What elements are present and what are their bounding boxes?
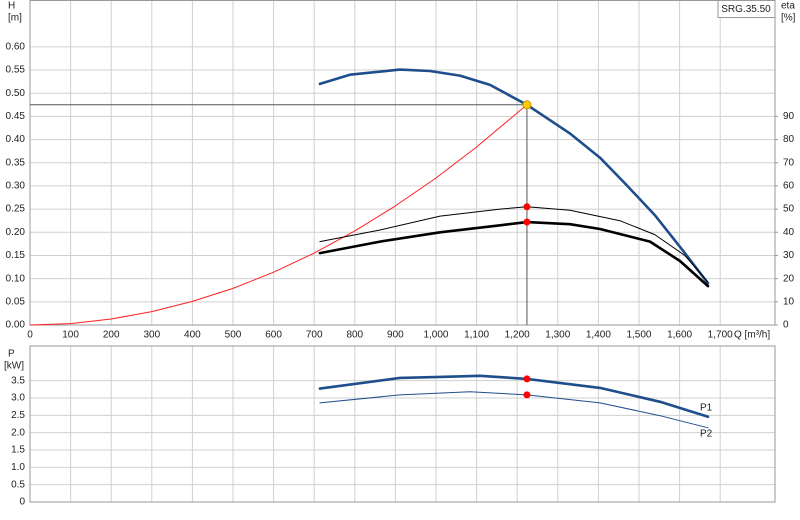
x-tick-label: 700 <box>306 330 323 341</box>
y-tick-label: 0.45 <box>6 111 26 122</box>
marker <box>523 375 531 383</box>
model-box <box>717 0 776 18</box>
y-tick-label: 3.5 <box>11 375 25 386</box>
y-tick-label: 0.60 <box>6 41 26 52</box>
y-tick-label: 2.5 <box>11 410 25 421</box>
eta-axis-unit: [%] <box>781 13 796 24</box>
x-tick-label: 1,600 <box>667 330 692 341</box>
x-tick-label: 1,700 <box>708 330 733 341</box>
p-axis-label: P <box>8 349 15 360</box>
plot-frame <box>29 0 776 326</box>
y-tick-label: 0.40 <box>6 134 26 145</box>
y2-tick-label: 60 <box>783 181 795 192</box>
series-label: P1 <box>700 402 713 413</box>
marker <box>523 391 531 399</box>
series-line <box>318 220 710 288</box>
y-tick-label: 1.0 <box>11 462 25 473</box>
y-tick-label: 0.05 <box>6 296 26 307</box>
y-tick-label: 0 <box>19 497 25 508</box>
model-label: SRG.35.50 <box>721 4 771 15</box>
x-tick-label: 1,300 <box>545 330 570 341</box>
x-tick-label: 1,000 <box>423 330 448 341</box>
h-axis-label: H <box>8 1 15 12</box>
x-tick-label: 1,400 <box>586 330 611 341</box>
series-line <box>319 206 709 283</box>
marker <box>523 203 531 211</box>
y2-tick-label: 0 <box>783 320 789 331</box>
x-tick-label: 600 <box>265 330 282 341</box>
x-tick-label: 800 <box>346 330 363 341</box>
y2-tick-label: 50 <box>783 204 795 215</box>
y-tick-label: 3.0 <box>11 393 25 404</box>
y2-tick-label: 20 <box>783 273 795 284</box>
y-tick-label: 0.00 <box>6 320 26 331</box>
q-axis-label: Q [m³/h] <box>734 330 770 341</box>
plot-frame <box>29 345 776 503</box>
y-tick-label: 0.55 <box>6 65 26 76</box>
y-tick-label: 0.25 <box>6 204 26 215</box>
duty-point <box>522 100 532 110</box>
x-tick-label: 1,500 <box>626 330 651 341</box>
x-tick-label: 500 <box>225 330 242 341</box>
x-tick-label: 300 <box>143 330 160 341</box>
y-tick-label: 0.10 <box>6 273 26 284</box>
series-line <box>29 104 528 326</box>
y-tick-label: 0.50 <box>6 88 26 99</box>
x-tick-label: 900 <box>387 330 404 341</box>
y2-tick-label: 90 <box>783 111 795 122</box>
x-tick-label: 100 <box>62 330 79 341</box>
x-tick-label: 400 <box>184 330 201 341</box>
y-tick-label: 0.30 <box>6 181 26 192</box>
x-tick-label: 1,100 <box>464 330 489 341</box>
y2-tick-label: 70 <box>783 157 795 168</box>
x-tick-label: 1,200 <box>505 330 530 341</box>
y-tick-label: 1.5 <box>11 445 25 456</box>
series-line <box>318 374 710 418</box>
y2-tick-label: 80 <box>783 134 795 145</box>
y2-tick-label: 10 <box>783 296 795 307</box>
y2-tick-label: 40 <box>783 227 795 238</box>
marker <box>523 218 531 226</box>
y-tick-label: 0.5 <box>11 479 25 490</box>
y-tick-label: 2.0 <box>11 427 25 438</box>
y2-tick-label: 30 <box>783 250 795 261</box>
y-tick-label: 0.35 <box>6 157 26 168</box>
y-tick-label: 0.15 <box>6 250 26 261</box>
x-tick-label: 200 <box>103 330 120 341</box>
eta-axis-label: eta <box>781 1 795 12</box>
h-axis-unit: [m] <box>8 13 22 24</box>
y-tick-label: 0.20 <box>6 227 26 238</box>
series-label: P2 <box>700 428 713 439</box>
p-axis-unit: [kW] <box>4 361 24 372</box>
x-tick-label: 0 <box>27 330 33 341</box>
